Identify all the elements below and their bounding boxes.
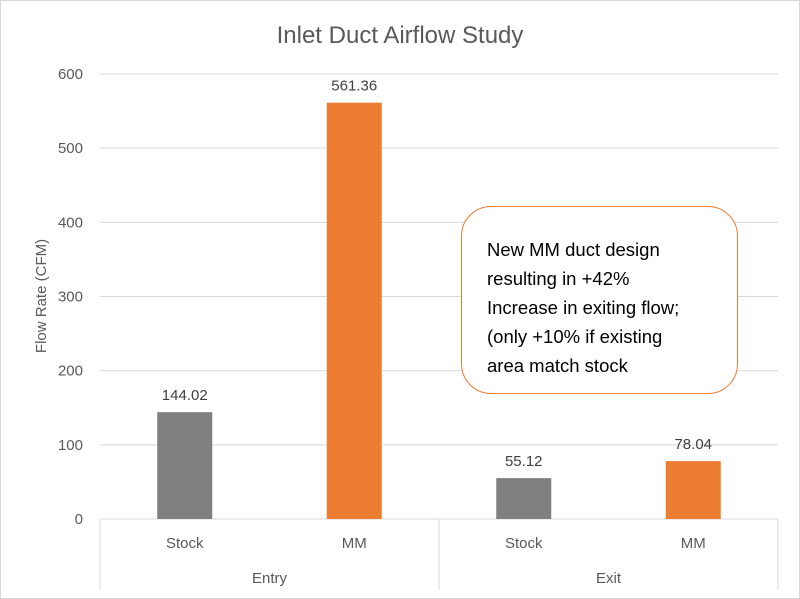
x-category-label: Stock bbox=[166, 535, 204, 552]
data-label: 561.36 bbox=[331, 78, 377, 95]
y-tick-label: 400 bbox=[58, 214, 83, 231]
data-label: 78.04 bbox=[674, 436, 712, 453]
data-labels: 144.02 561.36 55.12 78.04 bbox=[162, 78, 712, 470]
y-tick-label: 300 bbox=[58, 289, 83, 306]
x-group-label: Exit bbox=[596, 570, 622, 587]
bar-exit-stock bbox=[496, 478, 552, 519]
bars bbox=[157, 102, 721, 520]
data-label: 144.02 bbox=[162, 387, 208, 404]
bar-entry-stock bbox=[157, 412, 213, 519]
x-group-label: Entry bbox=[252, 570, 288, 587]
y-tick-label: 200 bbox=[58, 363, 83, 380]
y-tick-label: 600 bbox=[58, 66, 83, 83]
x-category-label: Stock bbox=[505, 535, 543, 552]
bar-exit-mm bbox=[665, 461, 721, 519]
y-axis-title: Flow Rate (CFM) bbox=[33, 239, 50, 353]
y-axis-ticks: 0 100 200 300 400 500 600 bbox=[58, 66, 83, 528]
annotation-callout: New MM duct design resulting in +42% Inc… bbox=[461, 206, 738, 394]
y-tick-label: 100 bbox=[58, 437, 83, 454]
y-tick-label: 500 bbox=[58, 140, 83, 157]
x-axis: Stock MM Entry Stock MM Exit bbox=[99, 519, 779, 590]
chart-title: Inlet Duct Airflow Study bbox=[277, 22, 524, 49]
x-category-label: MM bbox=[342, 535, 367, 552]
y-tick-label: 0 bbox=[75, 511, 83, 528]
data-label: 55.12 bbox=[505, 453, 543, 470]
x-category-label: MM bbox=[681, 535, 706, 552]
bar-entry-mm bbox=[326, 102, 382, 520]
